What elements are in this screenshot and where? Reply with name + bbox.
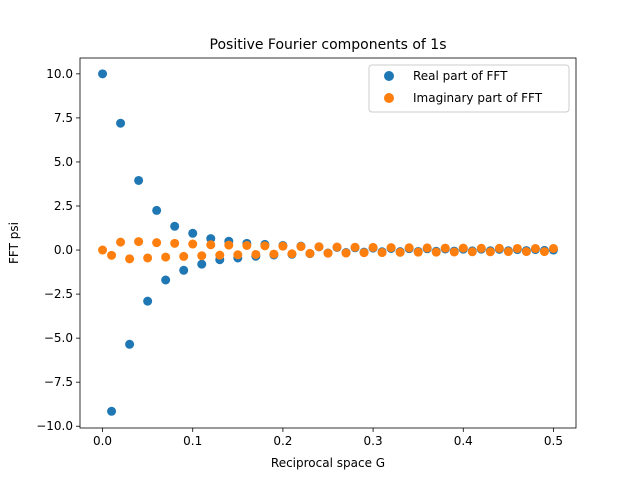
data-point xyxy=(512,243,522,253)
data-point xyxy=(215,250,225,260)
data-point xyxy=(458,243,468,253)
data-point xyxy=(143,253,153,263)
data-point xyxy=(116,237,126,247)
data-point xyxy=(251,249,261,259)
data-point xyxy=(404,243,414,253)
data-point xyxy=(422,243,432,253)
legend-label-imaginary: Imaginary part of FFT xyxy=(413,91,543,105)
chart-title: Positive Fourier components of 1s xyxy=(210,37,447,53)
data-point xyxy=(485,247,495,257)
data-point xyxy=(143,296,153,306)
y-tick-label: 0.0 xyxy=(54,243,73,257)
data-point xyxy=(323,248,333,258)
x-tick-label: 0.0 xyxy=(93,434,112,448)
data-point xyxy=(134,237,144,247)
data-point xyxy=(125,254,135,264)
data-point xyxy=(116,118,126,128)
y-tick-label: 10.0 xyxy=(46,67,73,81)
y-axis-ticks: −10.0 −7.5 −5.0 −2.5 0.0 2.5 5.0 7.5 10.0 xyxy=(36,67,80,433)
data-point xyxy=(431,247,441,257)
data-point xyxy=(179,265,189,275)
data-point xyxy=(332,242,342,252)
legend-marker-imaginary xyxy=(384,93,394,103)
legend-marker-real xyxy=(384,71,394,81)
data-point xyxy=(503,247,513,257)
data-point xyxy=(494,243,504,253)
plot-frame xyxy=(79,57,577,429)
legend: Real part of FFT Imaginary part of FFT xyxy=(368,64,570,113)
data-point xyxy=(152,238,162,248)
data-points xyxy=(98,69,558,416)
data-point xyxy=(260,241,270,251)
data-point xyxy=(170,221,180,231)
y-tick-label: 7.5 xyxy=(54,111,73,125)
data-point xyxy=(197,259,207,269)
y-tick-label: −10.0 xyxy=(36,419,73,433)
x-axis-label: Reciprocal space G xyxy=(271,456,385,470)
data-point xyxy=(395,247,405,257)
x-tick-label: 0.3 xyxy=(364,434,383,448)
data-point xyxy=(377,248,387,258)
data-point xyxy=(161,275,171,285)
series-imaginary xyxy=(98,237,558,264)
data-point xyxy=(197,251,207,261)
data-point xyxy=(539,247,549,257)
data-point xyxy=(548,243,558,253)
data-point xyxy=(233,250,243,260)
data-point xyxy=(467,247,477,257)
y-tick-label: 5.0 xyxy=(54,155,73,169)
data-point xyxy=(350,242,360,252)
x-tick-label: 0.2 xyxy=(273,434,292,448)
data-point xyxy=(107,406,117,416)
data-point xyxy=(152,205,162,215)
data-point xyxy=(476,243,486,253)
data-point xyxy=(386,243,396,253)
legend-label-real: Real part of FFT xyxy=(413,69,508,83)
data-point xyxy=(224,240,234,250)
data-point xyxy=(98,69,108,79)
data-point xyxy=(125,339,135,349)
data-point xyxy=(98,245,108,255)
data-point xyxy=(296,242,306,252)
data-point xyxy=(368,242,378,252)
data-point xyxy=(206,240,216,250)
data-point xyxy=(188,239,198,249)
data-point xyxy=(107,250,117,260)
data-point xyxy=(359,248,369,258)
x-tick-label: 0.1 xyxy=(183,434,202,448)
y-tick-label: 2.5 xyxy=(54,199,73,213)
data-point xyxy=(341,248,351,258)
data-point xyxy=(179,251,189,261)
data-point xyxy=(188,228,198,238)
y-tick-label: −5.0 xyxy=(44,331,73,345)
data-point xyxy=(521,247,531,257)
data-point xyxy=(530,243,540,253)
data-point xyxy=(413,247,423,257)
data-point xyxy=(206,234,216,244)
y-tick-label: −7.5 xyxy=(44,375,73,389)
y-tick-label: −2.5 xyxy=(44,287,73,301)
data-point xyxy=(449,247,459,257)
data-point xyxy=(314,242,324,252)
data-point xyxy=(305,248,315,258)
legend-box xyxy=(368,64,570,113)
data-point xyxy=(134,175,144,185)
data-point xyxy=(242,240,252,250)
data-point xyxy=(278,241,288,251)
data-point xyxy=(161,252,171,262)
y-axis-label: FFT psi xyxy=(7,222,21,264)
x-axis-ticks: 0.0 0.1 0.2 0.3 0.4 0.5 xyxy=(93,428,563,448)
x-tick-label: 0.5 xyxy=(544,434,563,448)
data-point xyxy=(440,243,450,253)
data-point xyxy=(170,238,180,248)
data-point xyxy=(269,249,279,259)
data-point xyxy=(287,249,297,259)
x-tick-label: 0.4 xyxy=(454,434,473,448)
